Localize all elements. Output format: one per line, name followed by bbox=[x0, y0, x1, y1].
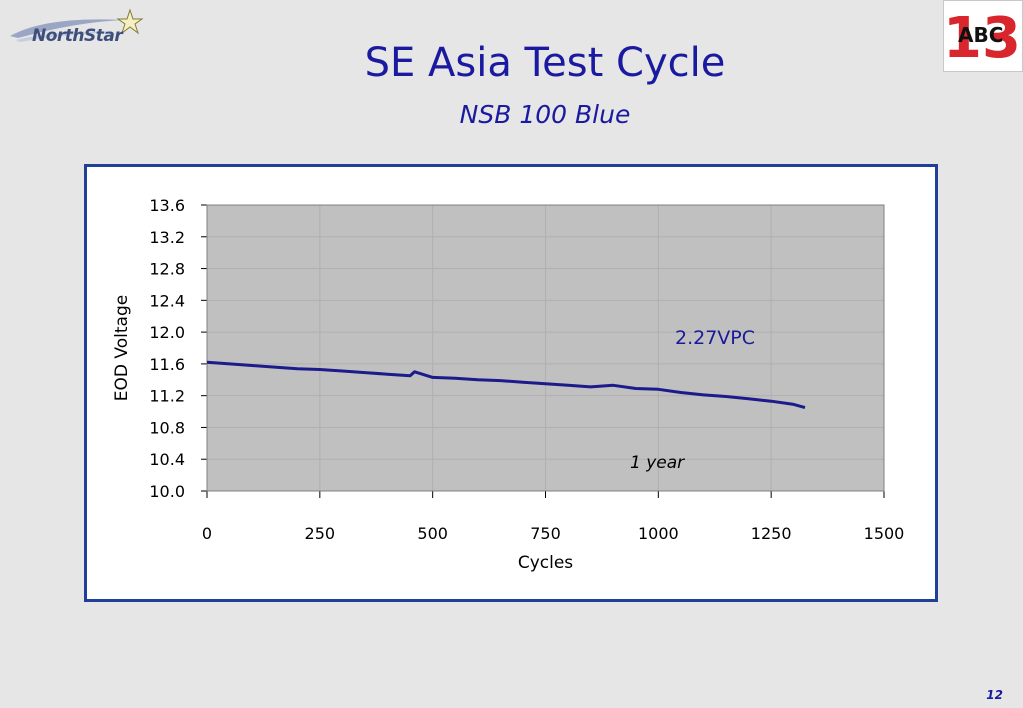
x-tick-label: 500 bbox=[417, 524, 448, 543]
svg-text:13: 13 bbox=[944, 6, 1021, 71]
x-axis-label: Cycles bbox=[518, 553, 573, 573]
northstar-swoosh-icon bbox=[10, 8, 144, 42]
y-tick-label: 12.0 bbox=[149, 323, 185, 342]
abc13-badge: 13 ABC bbox=[943, 0, 1023, 72]
annotation-vpc: 2.27VPC bbox=[675, 327, 755, 349]
badge-13-icon: 13 bbox=[944, 6, 1021, 71]
y-tick-label: 12.4 bbox=[149, 291, 185, 310]
x-tick-label: 1000 bbox=[638, 524, 679, 543]
series-line bbox=[206, 360, 806, 410]
tick-labels: 13.6 13.2 12.8 12.4 12.0 11.6 11.2 10.8 10.4 10.0… bbox=[149, 196, 904, 543]
northstar-logo: NorthStar bbox=[6, 6, 156, 50]
y-tick-label: 11.2 bbox=[149, 387, 185, 406]
axes bbox=[201, 204, 885, 498]
slide-title: SE Asia Test Cycle bbox=[364, 40, 726, 86]
y-tick-label: 10.0 bbox=[149, 482, 185, 501]
y-tick-label: 12.8 bbox=[149, 260, 185, 279]
plot-border bbox=[206, 204, 885, 492]
x-tick-label: 1250 bbox=[751, 524, 792, 543]
eod-voltage-chart: 13.6 13.2 12.8 12.4 12.0 11.6 11.2 10.8 10.4 10.0… bbox=[112, 196, 904, 573]
y-tick-label: 11.6 bbox=[149, 355, 185, 374]
page-number: 12 bbox=[986, 688, 1003, 702]
y-tick-label: 13.2 bbox=[149, 228, 185, 247]
x-tick-label: 750 bbox=[530, 524, 561, 543]
y-axis-label: EOD Voltage bbox=[112, 295, 132, 401]
x-tick-label: 1500 bbox=[864, 524, 905, 543]
x-tick-label: 250 bbox=[305, 524, 336, 543]
y-tick-label: 10.8 bbox=[149, 418, 185, 437]
logo-text: NorthStar bbox=[32, 26, 123, 46]
annotation-1-year: 1 year bbox=[630, 453, 685, 473]
y-tick-label: 10.4 bbox=[149, 450, 185, 469]
x-tick-label: 0 bbox=[202, 524, 212, 543]
badge-text: ABC bbox=[958, 23, 1004, 47]
y-tick-label: 13.6 bbox=[149, 196, 185, 215]
slide-subtitle: NSB 100 Blue bbox=[459, 100, 631, 129]
chart-frame: 13.6 13.2 12.8 12.4 12.0 11.6 11.2 10.8 10.4 10.0… bbox=[84, 164, 938, 602]
